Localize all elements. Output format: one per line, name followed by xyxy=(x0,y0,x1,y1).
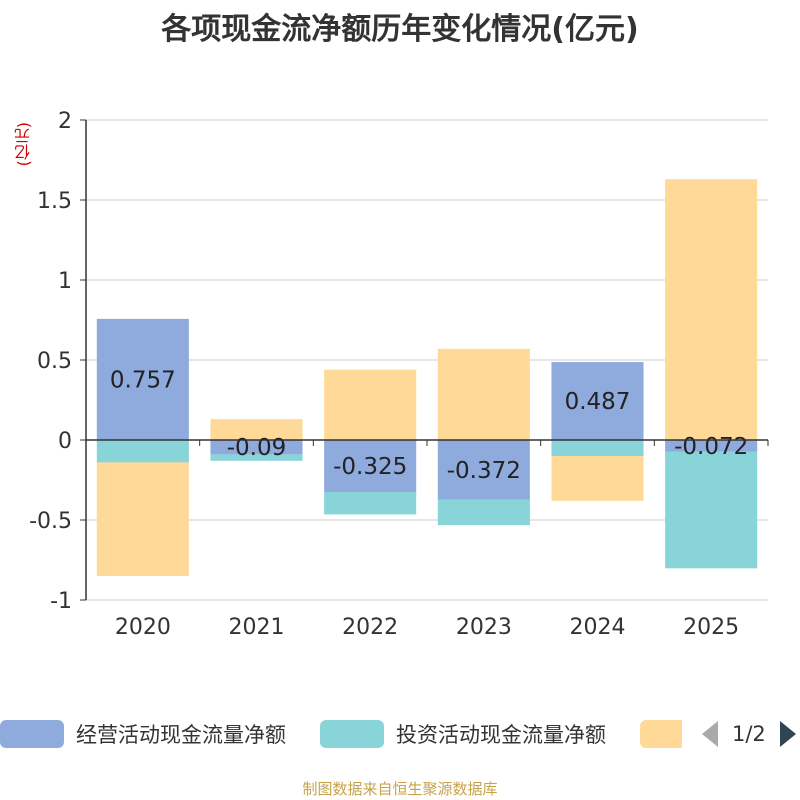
data-label: -0.372 xyxy=(447,458,521,484)
y-tick-label: -0.5 xyxy=(29,509,72,534)
legend: 经营活动现金流量净额 投资活动现金流量净额 1/2 xyxy=(0,716,800,752)
pager-next-icon[interactable] xyxy=(779,721,796,747)
bar-financing xyxy=(324,369,417,440)
y-tick-label: 1.5 xyxy=(37,189,72,214)
legend-swatch xyxy=(320,720,384,748)
bar-financing xyxy=(210,419,303,440)
legend-item-investing[interactable]: 投资活动现金流量净额 xyxy=(320,716,606,752)
bar-financing xyxy=(437,348,530,440)
bar-investing xyxy=(96,440,189,463)
legend-swatch xyxy=(640,720,682,748)
x-tick-label: 2022 xyxy=(342,615,398,640)
bar-financing xyxy=(665,179,758,440)
bar-operating xyxy=(96,318,189,440)
x-tick-label: 2021 xyxy=(229,615,285,640)
bar-investing xyxy=(665,451,758,569)
x-tick-label: 2025 xyxy=(683,615,739,640)
bar-operating xyxy=(324,440,417,492)
bar-investing xyxy=(324,492,417,515)
y-tick-label: 0 xyxy=(58,429,72,454)
pager-indicator: 1/2 xyxy=(732,722,766,746)
data-label: -0.325 xyxy=(333,454,407,480)
bar-financing xyxy=(96,462,189,576)
chart-title: 各项现金流净额历年变化情况(亿元) xyxy=(161,12,639,47)
bar-investing xyxy=(210,454,303,461)
y-tick-label: 2 xyxy=(58,109,72,134)
data-label: -0.09 xyxy=(227,435,287,461)
y-tick-label: 0.5 xyxy=(37,349,72,374)
x-tick-label: 2023 xyxy=(456,615,512,640)
bar-investing xyxy=(437,499,530,526)
bar-operating xyxy=(551,362,644,440)
legend-label: 投资活动现金流量净额 xyxy=(396,723,606,747)
data-label: 0.487 xyxy=(565,389,631,415)
y-tick-label: 1 xyxy=(58,269,72,294)
bar-operating xyxy=(665,440,758,452)
legend-swatch xyxy=(0,720,64,748)
data-label: -0.072 xyxy=(674,434,748,460)
pager-prev-icon[interactable] xyxy=(702,721,718,747)
y-tick-label: -1 xyxy=(50,589,72,614)
bar-investing xyxy=(551,440,644,456)
legend-label: 经营活动现金流量净额 xyxy=(76,723,286,747)
data-label: 0.757 xyxy=(110,367,176,393)
legend-item-operating[interactable]: 经营活动现金流量净额 xyxy=(0,716,286,752)
data-source-footer: 制图数据来自恒生聚源数据库 xyxy=(302,780,498,798)
x-tick-label: 2024 xyxy=(570,615,626,640)
bar-financing xyxy=(551,456,644,501)
x-tick-label: 2020 xyxy=(115,615,171,640)
bar-operating xyxy=(210,440,303,455)
chart-plot: -1 -0.5 0 0.5 1 1.5 2 0.757 -0.09 -0.325 -0.372 0.4… xyxy=(29,109,769,640)
bar-operating xyxy=(437,440,530,500)
legend-pager: 1/2 xyxy=(702,716,796,752)
legend-item-financing[interactable] xyxy=(640,716,682,752)
